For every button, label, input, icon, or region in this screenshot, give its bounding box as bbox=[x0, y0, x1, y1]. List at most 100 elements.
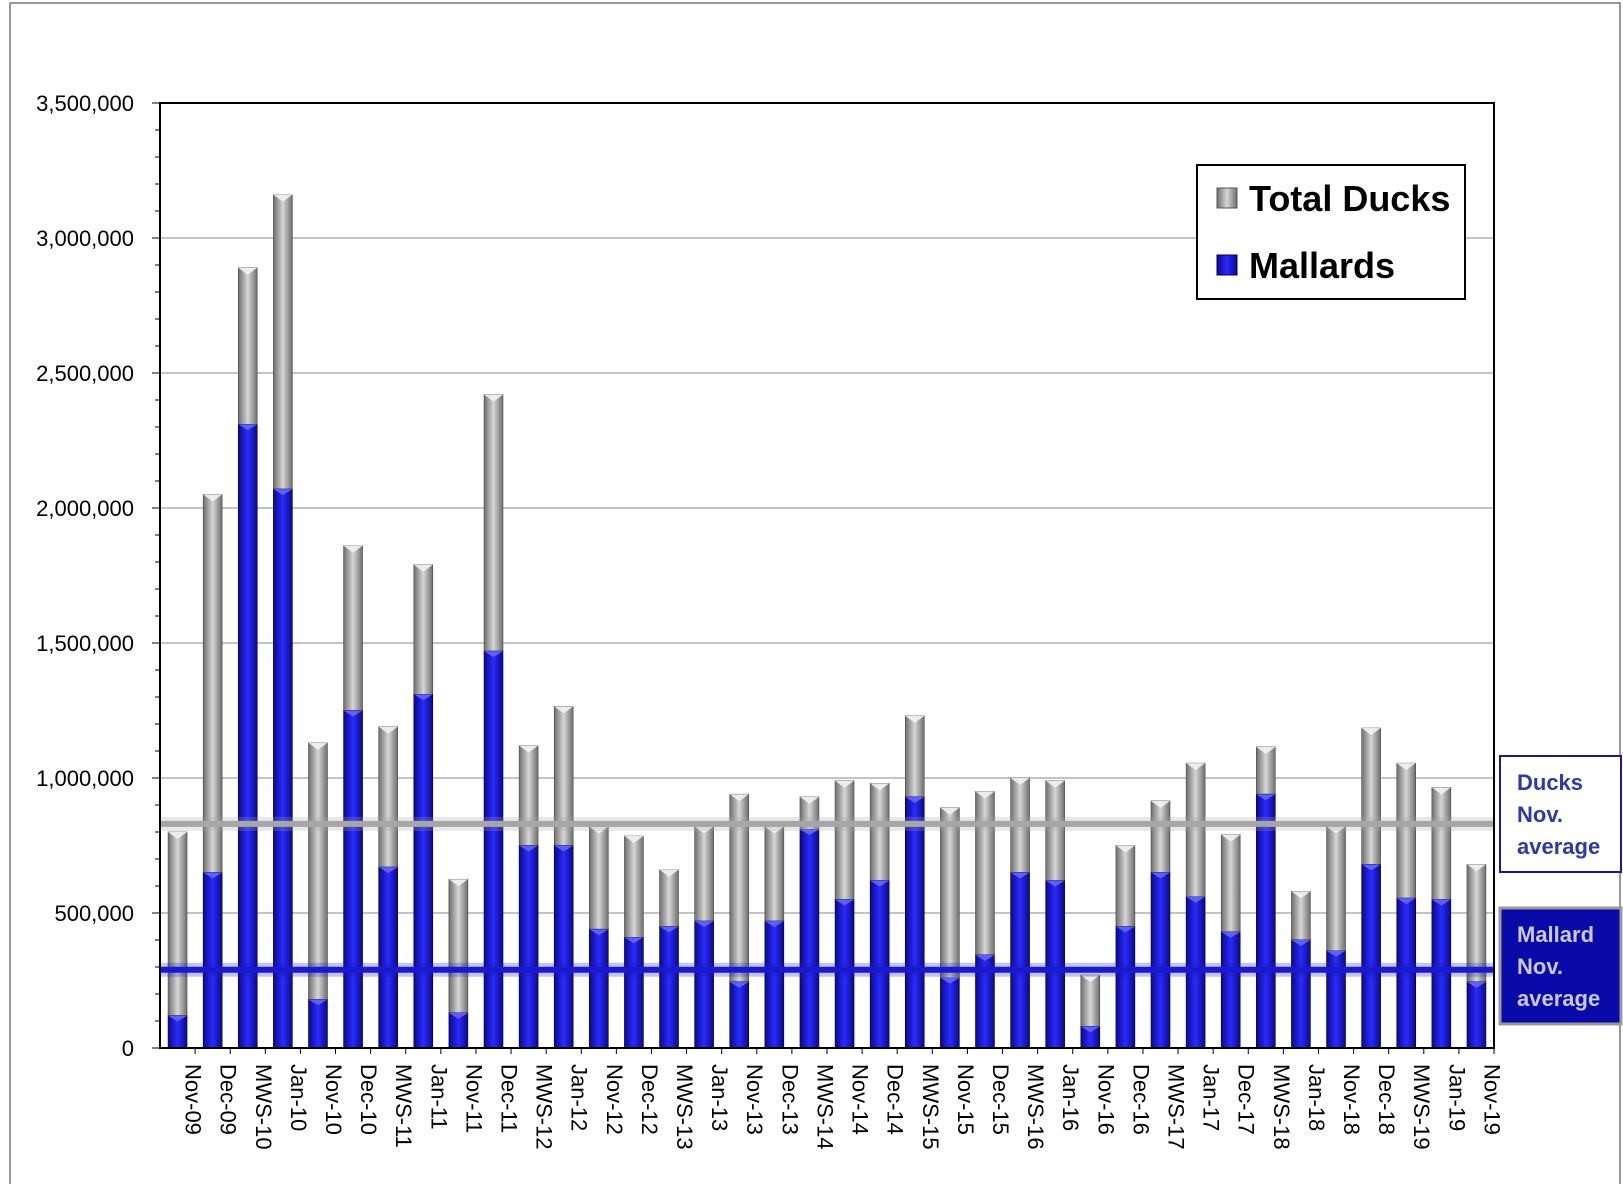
bar-total-ducks-nov-15 bbox=[940, 807, 960, 979]
x-tick-label-nov-10: Nov-10 bbox=[321, 1064, 346, 1135]
bar-cap-total-dec-16 bbox=[1115, 845, 1135, 853]
legend-box bbox=[1196, 164, 1466, 300]
bar-total-ducks-dec-16 bbox=[1115, 845, 1136, 927]
ducks-callout-line-1: Ducks bbox=[1517, 770, 1583, 795]
bar-mallards-jan-18 bbox=[1291, 939, 1311, 1049]
bar-cap-mallards-jan-17 bbox=[1186, 896, 1206, 903]
x-tick-label-jan-18: Jan-18 bbox=[1304, 1064, 1329, 1131]
y-tick-label: 3,500,000 bbox=[36, 91, 134, 116]
bar-mallards-nov-15 bbox=[940, 977, 960, 1049]
x-tick-label-mws-13: MWS-13 bbox=[672, 1064, 697, 1150]
bar-mallards-dec-18 bbox=[1361, 864, 1381, 1049]
bar-total-ducks-dec-10 bbox=[343, 545, 363, 711]
mallard-average-callout: Mallard Nov. average bbox=[1498, 906, 1623, 1026]
bar-cap-mallards-mws-11 bbox=[378, 867, 398, 874]
y-tick-label: 1,500,000 bbox=[36, 631, 134, 656]
x-tick-label-dec-18: Dec-18 bbox=[1374, 1064, 1399, 1135]
x-tick-label-dec-13: Dec-13 bbox=[777, 1064, 802, 1135]
bar-cap-total-jan-12 bbox=[554, 706, 574, 714]
bar-cap-total-mws-14 bbox=[799, 796, 819, 804]
bar-mallards-nov-13 bbox=[729, 981, 750, 1049]
bar-total-ducks-mws-17 bbox=[1150, 800, 1171, 873]
x-tick-label-dec-11: Dec-11 bbox=[497, 1064, 522, 1133]
bar-cap-mallards-mws-15 bbox=[905, 796, 925, 803]
bar-cap-mallards-nov-19 bbox=[1466, 981, 1486, 988]
bar-total-ducks-jan-11 bbox=[413, 564, 434, 695]
bar-cap-total-nov-16 bbox=[1080, 975, 1100, 983]
bar-cap-mallards-dec-16 bbox=[1115, 926, 1135, 933]
bar-mallards-dec-09 bbox=[202, 872, 223, 1049]
x-tick-label-dec-10: Dec-10 bbox=[356, 1064, 381, 1135]
bar-cap-total-dec-11 bbox=[484, 394, 503, 402]
bar-cap-mallards-dec-14 bbox=[870, 880, 890, 887]
x-tick-label-mws-15: MWS-15 bbox=[918, 1064, 943, 1150]
bar-mallards-mws-10 bbox=[237, 423, 258, 1049]
bar-mallards-nov-10 bbox=[308, 999, 328, 1049]
bar-mallards-dec-11 bbox=[483, 650, 504, 1049]
x-tick-label-nov-11: Nov-11 bbox=[461, 1064, 486, 1133]
x-tick-label-mws-10: MWS-10 bbox=[251, 1064, 276, 1150]
y-tick-label: 2,000,000 bbox=[36, 496, 134, 521]
bar-cap-mallards-mws-17 bbox=[1151, 872, 1170, 879]
bar-cap-total-jan-10 bbox=[273, 194, 293, 202]
mallard-callout-line-1: Mallard bbox=[1517, 922, 1594, 947]
bar-cap-mallards-dec-10 bbox=[343, 710, 363, 717]
bar-total-ducks-jan-10 bbox=[273, 194, 293, 490]
x-tick-label-dec-16: Dec-16 bbox=[1128, 1064, 1153, 1135]
bar-cap-mallards-jan-18 bbox=[1291, 940, 1311, 946]
x-tick-label-mws-19: MWS-19 bbox=[1409, 1064, 1434, 1150]
bar-cap-total-nov-13 bbox=[729, 794, 749, 802]
bar-cap-total-mws-13 bbox=[659, 869, 679, 877]
ducks-average-callout-box bbox=[1499, 755, 1622, 873]
bar-mallards-dec-12 bbox=[624, 936, 644, 1049]
bars bbox=[167, 194, 1487, 1049]
bar-cap-total-mws-16 bbox=[1010, 778, 1030, 785]
bar-total-ducks-nov-16 bbox=[1080, 974, 1101, 1027]
bar-cap-total-mws-18 bbox=[1256, 746, 1276, 754]
bar-cap-total-dec-17 bbox=[1221, 834, 1241, 842]
bar-mallards-mws-11 bbox=[378, 866, 398, 1049]
x-tick-label-mws-18: MWS-18 bbox=[1269, 1064, 1294, 1150]
x-tick-label-dec-12: Dec-12 bbox=[637, 1064, 662, 1135]
bar-cap-mallards-nov-13 bbox=[729, 981, 749, 988]
y-tick-label: 2,500,000 bbox=[36, 361, 134, 386]
bar-cap-total-jan-19 bbox=[1431, 787, 1451, 795]
x-tick-label-jan-16: Jan-16 bbox=[1058, 1064, 1083, 1131]
bar-cap-total-nov-10 bbox=[308, 742, 328, 750]
x-tick-label-dec-15: Dec-15 bbox=[988, 1064, 1013, 1135]
bar-cap-total-nov-19 bbox=[1466, 864, 1486, 872]
legend-label-total-ducks: Total Ducks bbox=[1249, 178, 1450, 219]
bar-total-ducks-dec-17 bbox=[1220, 834, 1241, 933]
bar-mallards-dec-13 bbox=[764, 920, 785, 1049]
bar-cap-total-dec-10 bbox=[343, 545, 363, 553]
bar-mallards-dec-17 bbox=[1220, 931, 1241, 1049]
bar-cap-total-jan-16 bbox=[1045, 780, 1065, 788]
bar-total-ducks-jan-19 bbox=[1431, 787, 1452, 900]
bar-cap-mallards-jan-11 bbox=[413, 694, 433, 701]
bar-cap-total-mws-11 bbox=[378, 726, 398, 734]
bar-cap-total-nov-09 bbox=[168, 832, 188, 839]
bar-mallards-mws-15 bbox=[904, 796, 925, 1049]
bar-total-ducks-nov-09 bbox=[167, 831, 188, 1016]
bar-cap-total-dec-09 bbox=[203, 494, 223, 502]
bar-mallards-nov-12 bbox=[589, 928, 609, 1049]
bar-cap-total-dec-18 bbox=[1361, 728, 1381, 736]
bar-mallards-mws-18 bbox=[1256, 793, 1276, 1049]
bar-cap-total-mws-17 bbox=[1151, 800, 1170, 808]
bar-cap-mallards-dec-09 bbox=[203, 872, 223, 879]
mallard-average-callout-box bbox=[1498, 906, 1623, 1026]
x-tick-label-nov-13: Nov-13 bbox=[742, 1064, 767, 1135]
bar-total-ducks-mws-18 bbox=[1256, 746, 1276, 795]
bar-mallards-dec-16 bbox=[1115, 926, 1136, 1049]
bar-total-ducks-dec-12 bbox=[624, 835, 644, 938]
x-tick-label-jan-17: Jan-17 bbox=[1199, 1064, 1224, 1131]
x-axis: Nov-09 Dec-09 MWS-10 Jan-10 Nov-10 Dec-10 MWS-… bbox=[181, 1048, 1504, 1150]
bar-cap-total-mws-10 bbox=[238, 267, 258, 275]
x-tick-label-dec-17: Dec-17 bbox=[1234, 1064, 1259, 1135]
bar-total-ducks-dec-15 bbox=[975, 791, 995, 956]
legend-label-mallards: Mallards bbox=[1249, 245, 1395, 286]
bar-cap-total-nov-15 bbox=[940, 807, 960, 815]
bar-total-ducks-nov-10 bbox=[308, 742, 328, 1000]
bar-mallards-mws-13 bbox=[659, 926, 679, 1049]
x-tick-label-dec-14: Dec-14 bbox=[883, 1064, 908, 1135]
